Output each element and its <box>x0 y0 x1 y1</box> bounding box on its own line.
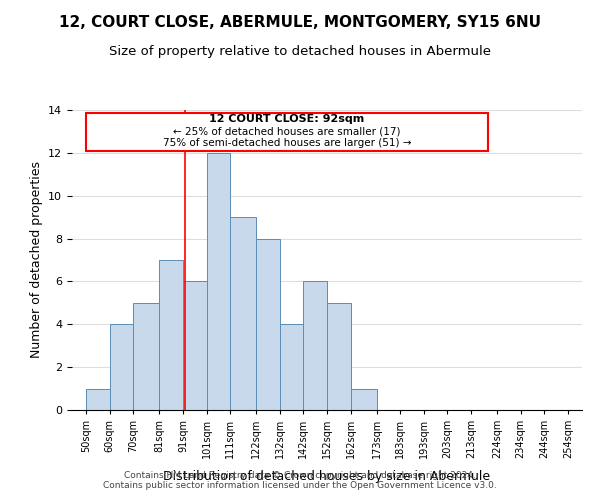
Bar <box>183 282 206 410</box>
Bar <box>206 153 230 410</box>
Bar <box>230 217 256 410</box>
Y-axis label: Number of detached properties: Number of detached properties <box>29 162 43 358</box>
Bar <box>160 260 183 410</box>
Bar <box>133 303 160 410</box>
Text: 12, COURT CLOSE, ABERMULE, MONTGOMERY, SY15 6NU: 12, COURT CLOSE, ABERMULE, MONTGOMERY, S… <box>59 15 541 30</box>
Text: 12 COURT CLOSE: 92sqm: 12 COURT CLOSE: 92sqm <box>209 114 364 124</box>
Bar <box>110 324 133 410</box>
Text: Contains HM Land Registry data © Crown copyright and database right 2024.
Contai: Contains HM Land Registry data © Crown c… <box>103 470 497 490</box>
Bar <box>327 303 350 410</box>
Bar <box>256 238 280 410</box>
Bar <box>86 388 110 410</box>
X-axis label: Distribution of detached houses by size in Abermule: Distribution of detached houses by size … <box>163 470 491 482</box>
FancyBboxPatch shape <box>86 113 488 150</box>
Text: Size of property relative to detached houses in Abermule: Size of property relative to detached ho… <box>109 45 491 58</box>
Bar <box>280 324 304 410</box>
Bar <box>304 282 327 410</box>
Bar <box>350 388 377 410</box>
Text: ← 25% of detached houses are smaller (17): ← 25% of detached houses are smaller (17… <box>173 126 401 136</box>
Text: 75% of semi-detached houses are larger (51) →: 75% of semi-detached houses are larger (… <box>163 138 411 148</box>
